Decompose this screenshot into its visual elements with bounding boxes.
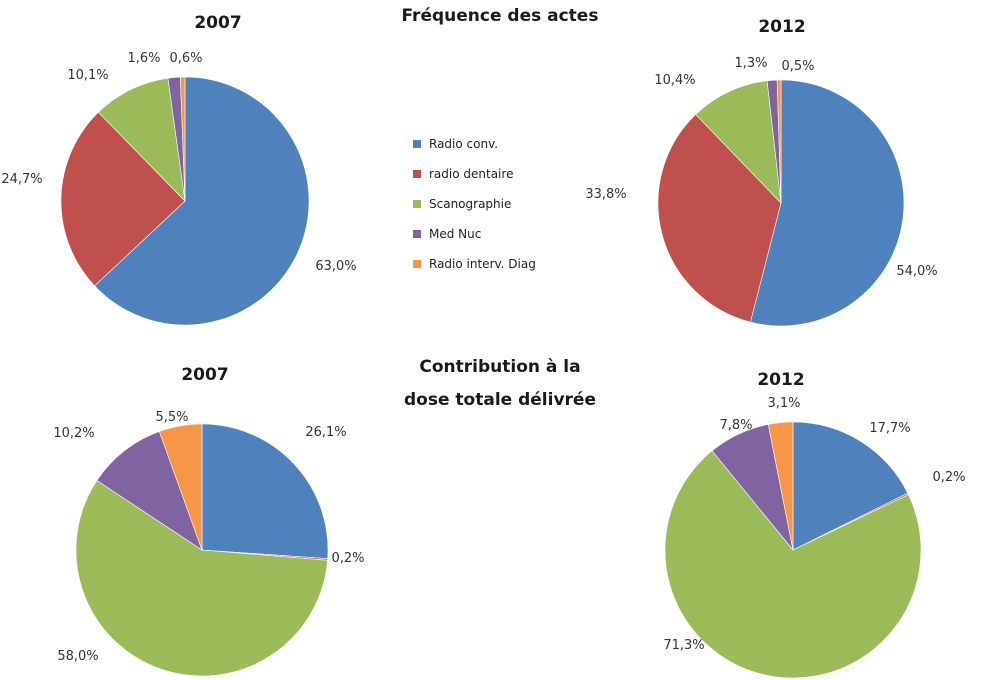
pie-slice <box>776 79 782 204</box>
pie-title: 2007 <box>194 13 241 33</box>
pie-chart-4: 2012 17,7% 0,2% 71,3% 7,8% 3,1% <box>663 370 966 679</box>
pie-slice <box>767 421 794 551</box>
pie-slice <box>792 421 909 551</box>
pie-data-label: 3,1% <box>767 396 800 411</box>
pie-data-label: 17,7% <box>869 421 910 436</box>
dose-section-title-line1: Contribution à la <box>419 357 580 377</box>
pie-data-label: 0,2% <box>932 470 965 485</box>
legend-label: Radio conv. <box>429 137 498 151</box>
legend-swatch <box>413 260 421 268</box>
pie-slice <box>664 450 922 679</box>
pie-slice <box>180 76 186 202</box>
pie-slice <box>96 431 203 551</box>
dose-section-title-line2: dose totale délivrée <box>404 390 596 410</box>
frequency-section-title: Fréquence des actes <box>402 6 599 26</box>
pie-data-label: 54,0% <box>896 264 937 279</box>
pie-data-label: 1,6% <box>127 51 160 66</box>
pie-slice <box>695 80 782 204</box>
pie-title: 2012 <box>757 370 804 390</box>
pie-slice <box>75 480 328 677</box>
legend-label: radio dentaire <box>429 167 513 181</box>
legend-swatch <box>413 200 421 208</box>
pie-slice <box>60 111 186 287</box>
pie-title: 2007 <box>181 365 228 385</box>
pie-data-label: 63,0% <box>315 259 356 274</box>
pie-data-label: 10,4% <box>654 73 695 88</box>
legend-swatch <box>413 170 421 178</box>
legend-label: Radio interv. Diag <box>429 257 536 271</box>
legend-swatch <box>413 140 421 148</box>
pie-slice <box>201 423 329 560</box>
pie-data-label: 0,2% <box>331 551 364 566</box>
pie-chart-2: 2012 54,0% 33,8% 10,4% 1,3% 0,5% <box>585 17 938 327</box>
pie-data-label: 26,1% <box>305 425 346 440</box>
pie-data-label: 1,3% <box>734 56 767 71</box>
legend-label: Med Nuc <box>429 227 481 241</box>
pie-slice <box>158 423 203 551</box>
pie-data-label: 5,5% <box>155 410 188 425</box>
pie-slice <box>657 113 782 323</box>
pie-chart-3: 2007 26,1% 0,2% 58,0% 10,2% 5,5% <box>53 365 365 677</box>
pie-data-label: 0,5% <box>781 59 814 74</box>
pie-slice <box>750 79 905 327</box>
pie-data-label: 58,0% <box>57 649 98 664</box>
pie-data-label: 24,7% <box>1 172 42 187</box>
pie-data-label: 10,2% <box>53 426 94 441</box>
pie-data-label: 33,8% <box>585 187 626 202</box>
pie-data-label: 7,8% <box>719 418 752 433</box>
pie-slice <box>94 76 310 326</box>
legend: Radio conv. radio dentaire Scanographie Med… <box>413 137 536 271</box>
pie-chart-1: 2007 63,0% 24,7% 10,1% 1,6% 0,6% <box>1 13 357 326</box>
legend-swatch <box>413 230 421 238</box>
pie-title: 2012 <box>758 17 805 37</box>
legend-label: Scanographie <box>429 197 511 211</box>
pie-slice <box>98 77 186 202</box>
pie-data-label: 0,6% <box>169 51 202 66</box>
pie-data-label: 10,1% <box>67 68 108 83</box>
pie-data-label: 71,3% <box>663 638 704 653</box>
